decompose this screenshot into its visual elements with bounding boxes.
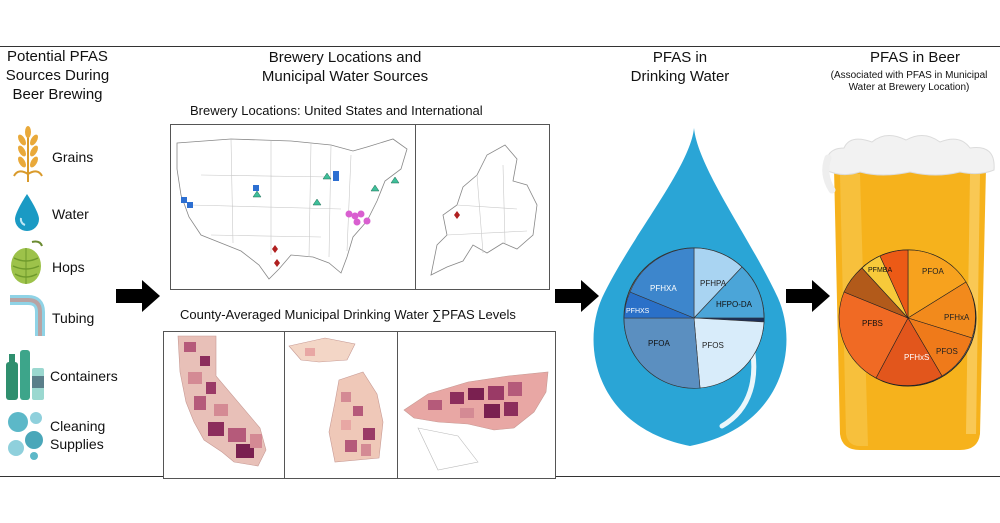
bubbles-icon: [8, 412, 43, 460]
containers-icon: [6, 350, 44, 400]
county-divider-1: [284, 332, 285, 478]
cleaning-line-1: Cleaning: [50, 418, 106, 434]
source-label-cleaning-supplies: Cleaning Supplies: [50, 417, 105, 453]
beer-subtitle: (Associated with PFAS in Municipal Water…: [818, 70, 1000, 94]
california-map: [177, 335, 267, 467]
michigan-map: [288, 337, 384, 463]
arrow-right-icon: [786, 280, 830, 312]
source-label-water: Water: [52, 206, 89, 222]
cleaning-line-2: Supplies: [50, 436, 104, 452]
water-pie-label-pfhpa: PFHPA: [700, 279, 727, 288]
us-map: [176, 138, 408, 280]
arrow-right-icon: [555, 280, 599, 312]
county-map-title: County-Averaged Municipal Drinking Water…: [180, 307, 516, 322]
source-label-containers: Containers: [50, 368, 118, 384]
drinking-water-title-line-1: PFAS in: [652, 49, 708, 66]
beer-pie-label-pfoa: PFOA: [922, 267, 944, 276]
top-rule: [0, 46, 1000, 47]
europe-map: [430, 144, 538, 276]
water-pie-label-hfpo-da: HFPO-DA: [716, 300, 753, 309]
locations-title: Brewery Locations and Municipal Water So…: [210, 48, 480, 86]
north-carolina-map: [403, 371, 549, 471]
water-pie-label-pfhxs: PFHXS: [626, 308, 650, 315]
map-divider: [415, 125, 416, 289]
source-label-hops: Hops: [52, 259, 85, 275]
beer-pie-label-pfmba: PFMBA: [868, 267, 892, 274]
brewery-map-panel: [170, 124, 550, 290]
beer-pie-label-pfhxa: PFHxA: [944, 313, 970, 322]
sources-title: Potential PFAS Sources During Beer Brewi…: [0, 47, 115, 104]
tubing-icon: [10, 295, 45, 336]
beer-title: PFAS in Beer: [869, 49, 961, 66]
water-drop-icon: [15, 194, 39, 231]
drinking-water-title-line-2: Drinking Water: [630, 68, 730, 85]
locations-title-line-2: Municipal Water Sources: [261, 68, 429, 85]
arrow-right-icon: [116, 280, 160, 312]
beer-pie-label-pfos: PFOS: [936, 347, 958, 356]
sources-title-line-1: Potential PFAS: [7, 48, 108, 65]
sources-title-line-3: Beer Brewing: [12, 86, 103, 103]
sources-title-line-2: Sources During: [5, 67, 110, 84]
county-divider-2: [397, 332, 398, 478]
water-pie-label-pfos: PFOS: [702, 341, 724, 350]
source-label-tubing: Tubing: [52, 310, 95, 326]
hops-icon: [11, 240, 43, 284]
beer-subtitle-line-2: Water at Brewery Location): [848, 82, 970, 93]
beer-subtitle-line-1: (Associated with PFAS in Municipal: [830, 70, 988, 81]
brewery-map-title: Brewery Locations: United States and Int…: [190, 103, 483, 118]
wheat-icon: [13, 126, 43, 182]
source-label-grains: Grains: [52, 149, 94, 165]
water-pie-label-pfoa: PFOA: [648, 339, 670, 348]
county-map-panel: [163, 331, 556, 479]
drinking-water-title: PFAS in Drinking Water: [615, 48, 745, 86]
beer-pie-label-pfbs: PFBS: [862, 319, 883, 328]
water-drop-illustration: PFHPA HFPO-DA PFOS PFOA PFHXS PFHXA: [593, 128, 787, 446]
beer-pie-label-pfhxs: PFHxS: [904, 353, 929, 362]
locations-title-line-1: Brewery Locations and: [268, 49, 422, 66]
beer-glass-illustration: PFOA PFHxA PFOS PFHxS PFBS PFMBA: [822, 135, 995, 450]
water-pie-label-pfhxa: PFHXA: [650, 284, 677, 293]
